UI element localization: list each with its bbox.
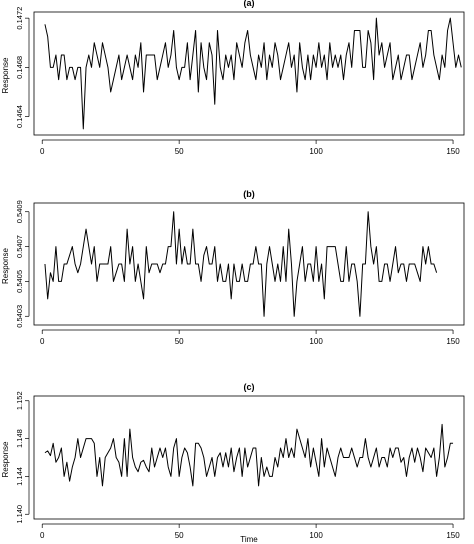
y-tick-label: 0.5409	[15, 200, 24, 223]
chart-panel: (a) 0 50 100 150 0.1464 0.1468 0.1472 Response	[1, 0, 465, 156]
y-axis-label: Response	[1, 247, 10, 284]
x-tick-label: 50	[175, 337, 184, 346]
chart-panel: (c) 0 50 100 150 1.140 1.144 1.148 1.152 Response…	[1, 382, 465, 544]
chart-panel: (b) 0 50 100 150 0.5403 0.5405 0.5407 0.5409 Resp…	[1, 189, 465, 346]
y-tick-label: 0.5405	[15, 270, 24, 293]
series-line	[44, 423, 454, 487]
x-tick-label: 50	[175, 147, 184, 156]
plot-frame	[33, 11, 465, 136]
x-tick-label: 100	[309, 531, 323, 540]
y-tick-label: 1.140	[15, 505, 24, 524]
panel-title: (a)	[244, 0, 255, 8]
x-tick-label: 0	[40, 531, 45, 540]
y-tick-label: 1.148	[15, 429, 24, 448]
x-tick-label: 0	[40, 147, 45, 156]
y-tick-label: 1.144	[15, 467, 24, 486]
plot-frame	[33, 202, 465, 326]
x-tick-label: 100	[309, 337, 323, 346]
panel-title: (b)	[243, 189, 255, 199]
x-tick-label: 150	[446, 531, 460, 540]
plot-frame	[33, 395, 465, 520]
x-tick-label: 50	[175, 531, 184, 540]
y-axis-label: Response	[1, 441, 10, 478]
x-tick-label: 150	[446, 337, 460, 346]
series-line	[44, 211, 438, 317]
x-tick-label: 150	[446, 147, 460, 156]
panel-title: (c)	[244, 382, 255, 392]
y-tick-label: 0.1472	[15, 7, 24, 30]
y-tick-label: 0.5407	[15, 235, 24, 258]
y-tick-label: 0.5403	[15, 305, 24, 328]
x-tick-label: 0	[40, 337, 45, 346]
y-tick-label: 0.1468	[15, 56, 24, 79]
y-axis-label: Response	[1, 57, 10, 94]
x-tick-label: 100	[309, 147, 323, 156]
y-tick-label: 0.1464	[15, 105, 24, 128]
series-line	[44, 17, 462, 130]
x-axis-label: Time	[240, 535, 258, 544]
y-tick-label: 1.152	[15, 391, 24, 410]
